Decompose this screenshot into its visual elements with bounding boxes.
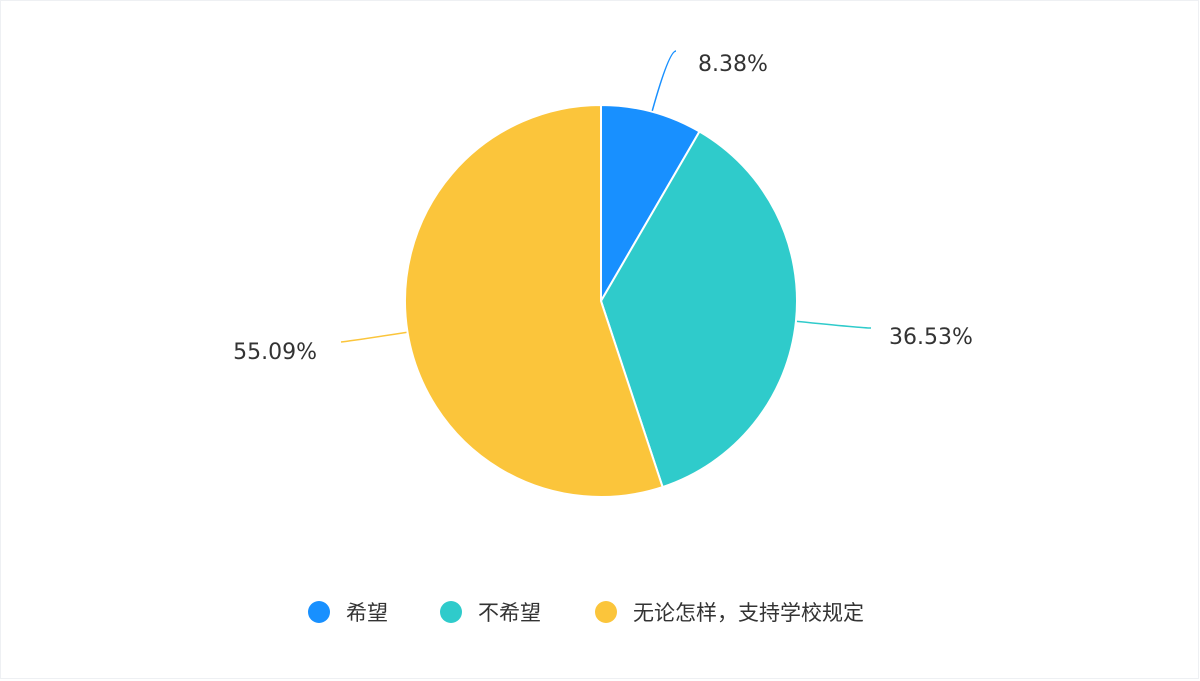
legend: 希望 不希望 无论怎样，支持学校规定 (308, 601, 864, 625)
legend-item-1[interactable]: 希望 (308, 601, 388, 625)
legend-marker (440, 601, 462, 623)
slice-3-leader-line (340, 331, 407, 343)
legend-marker (595, 601, 617, 623)
slice-1-leader-line (651, 50, 677, 111)
slice-1-value-label: 8.38% (698, 52, 768, 77)
slices-layer (404, 104, 798, 498)
slice-3-value-label: 55.09% (233, 340, 317, 365)
leader-lines (340, 50, 872, 343)
slice-2-value-label: 36.53% (889, 325, 973, 350)
data-labels: 8.38% 36.53% 55.09% (233, 52, 973, 365)
legend-label: 希望 (346, 601, 388, 625)
legend-label: 无论怎样，支持学校规定 (633, 601, 864, 625)
legend-marker (308, 601, 330, 623)
legend-label: 不希望 (478, 601, 541, 625)
slice-2 (600, 130, 798, 489)
slice-3 (404, 104, 664, 498)
legend-item-2[interactable]: 不希望 (440, 601, 541, 625)
slice-1 (600, 104, 701, 302)
slice-2-leader-line (796, 320, 872, 329)
legend-item-3[interactable]: 无论怎样，支持学校规定 (595, 601, 864, 625)
